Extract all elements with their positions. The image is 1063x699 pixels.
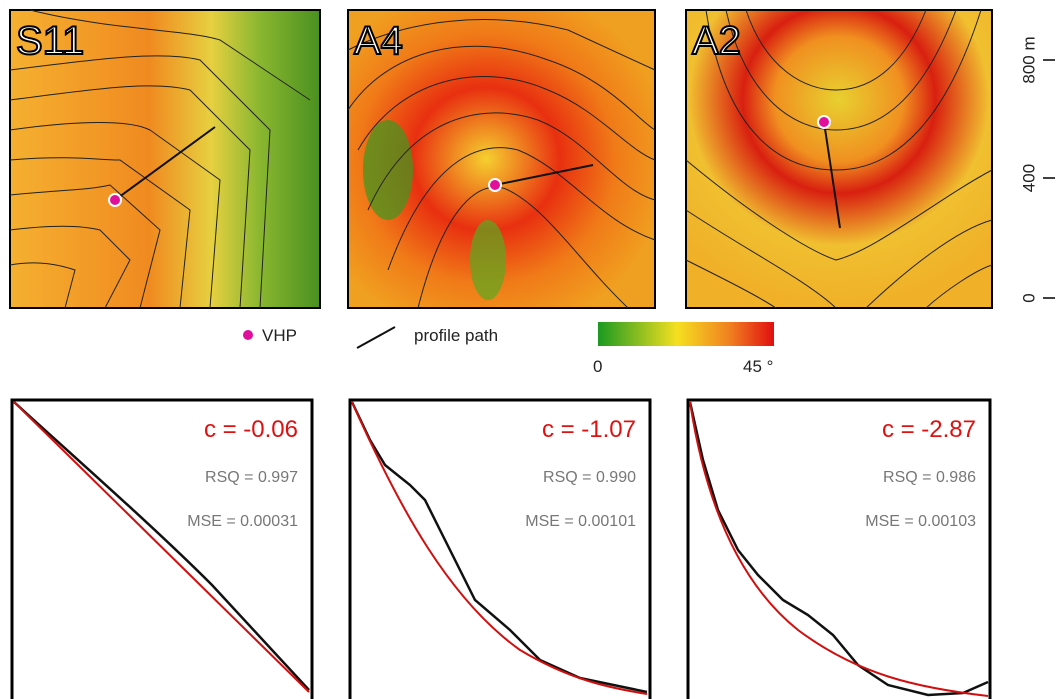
- map-label: A2: [692, 19, 741, 63]
- legend-label: profile path: [414, 326, 498, 345]
- colorbar: [598, 322, 774, 346]
- rsq-label: RSQ = 0.990: [543, 469, 636, 486]
- legend-label: VHP: [262, 326, 297, 345]
- profile-panel: c = -2.87 RSQ = 0.986 MSE = 0.00103: [688, 400, 990, 699]
- profile-panel: c = -1.07 RSQ = 0.990 MSE = 0.00101: [350, 400, 650, 699]
- legend: VHP profile path 0 45 °: [243, 322, 774, 376]
- colorbar-label: 45 °: [743, 357, 773, 376]
- page-body: S11 A4 A2 800 m 400 0 VHP profile path 0…: [0, 0, 1063, 699]
- profile-panel: c = -0.06 RSQ = 0.997 MSE = 0.00031: [12, 400, 312, 699]
- legend-line-symbol: [357, 327, 395, 348]
- legend-point-symbol: [243, 330, 253, 340]
- mse-label: MSE = 0.00103: [865, 513, 976, 530]
- curvature-label: c = -0.06: [204, 416, 298, 443]
- map-label: S11: [16, 19, 84, 63]
- vhp-point: [818, 116, 830, 128]
- mse-label: MSE = 0.00031: [187, 513, 298, 530]
- vhp-point: [489, 179, 501, 191]
- mse-label: MSE = 0.00101: [525, 513, 636, 530]
- rsq-label: RSQ = 0.986: [883, 469, 976, 486]
- rsq-label: RSQ = 0.997: [205, 469, 298, 486]
- scale-label: 800 m: [1019, 36, 1038, 83]
- scale-bar: 800 m 400 0: [1019, 36, 1055, 302]
- colorbar-label: 0: [593, 357, 602, 376]
- curvature-label: c = -2.87: [882, 416, 976, 443]
- map-panel: S11: [10, 10, 320, 308]
- scale-label: 400: [1019, 164, 1038, 192]
- flat-area: [470, 220, 506, 300]
- map-panel: A2: [686, 10, 992, 308]
- map-panel: A4: [348, 10, 655, 308]
- figure: S11 A4 A2 800 m 400 0 VHP profile path 0…: [0, 0, 1063, 699]
- curvature-label: c = -1.07: [542, 416, 636, 443]
- panel-frame: [350, 400, 650, 699]
- vhp-point: [109, 194, 121, 206]
- page: {"maps":[{"label":"S11"},{"label":"A4"},…: [0, 0, 1063, 699]
- scale-label: 0: [1019, 293, 1038, 302]
- map-label: A4: [354, 19, 403, 63]
